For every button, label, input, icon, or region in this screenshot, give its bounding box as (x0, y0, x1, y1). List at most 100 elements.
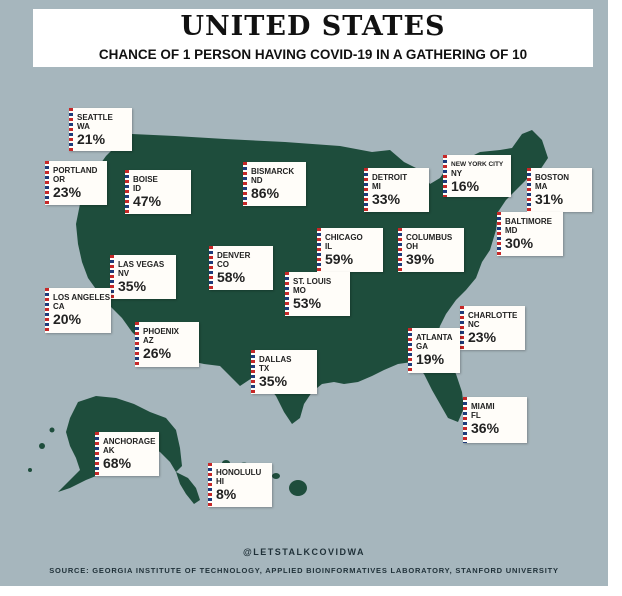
card-stripe (285, 272, 289, 316)
city-card-new-york-city: NEW YORK CITY NY 16% (443, 155, 511, 197)
card-stripe (251, 350, 255, 394)
city-name: CHARLOTTE (468, 311, 518, 320)
city-name: ANCHORAGE (103, 437, 156, 446)
city-card-phoenix: PHOENIX AZ 26% (135, 322, 199, 367)
city-card-anchorage: ANCHORAGE AK 68% (95, 432, 159, 476)
covid-chance-value: 35% (259, 373, 288, 389)
city-name: LAS VEGAS (118, 260, 165, 269)
source-note: SOURCE: GEORGIA INSTITUTE OF TECHNOLOGY,… (49, 566, 559, 575)
state-code: ID (133, 184, 141, 193)
covid-chance-value: 39% (406, 251, 435, 267)
state-code: NY (451, 169, 463, 178)
city-name: LOS ANGELES (53, 293, 111, 302)
city-card-portland: PORTLAND OR 23% (45, 161, 107, 205)
city-card-charlotte: CHARLOTTE NC 23% (460, 306, 525, 350)
alaska-island-shape (49, 427, 55, 433)
covid-chance-value: 23% (53, 184, 82, 200)
covid-chance-value: 30% (505, 235, 534, 251)
city-card-seattle: SEATTLE WA 21% (69, 108, 132, 151)
state-code: HI (216, 477, 224, 486)
city-name: SEATTLE (77, 113, 113, 122)
city-card-boise: BOISE ID 47% (125, 170, 191, 214)
city-card-las-vegas: LAS VEGAS NV 35% (110, 255, 176, 299)
card-stripe (527, 168, 531, 212)
card-stripe (45, 161, 49, 205)
card-stripe (443, 155, 447, 197)
covid-chance-value: 8% (216, 486, 237, 502)
city-name: PHOENIX (143, 327, 180, 336)
card-stripe (497, 212, 501, 256)
covid-chance-value: 31% (535, 191, 564, 207)
card-stripe (45, 288, 49, 333)
card-stripe (317, 228, 321, 272)
city-name: DENVER (217, 251, 251, 260)
covid-chance-value: 86% (251, 185, 280, 201)
state-code: MA (535, 182, 548, 191)
card-stripe (135, 322, 139, 367)
card-stripe (125, 170, 129, 214)
covid-chance-value: 36% (471, 420, 500, 436)
covid-chance-value: 59% (325, 251, 354, 267)
card-stripe (110, 255, 114, 299)
state-code: GA (416, 342, 428, 351)
state-code: OR (53, 175, 65, 184)
city-card-bismarck: BISMARCK ND 86% (243, 162, 306, 206)
city-card-los-angeles: LOS ANGELES CA 20% (45, 288, 111, 333)
city-card-baltimore: BALTIMORE MD 30% (497, 212, 563, 256)
city-name: PORTLAND (53, 166, 98, 175)
state-code: AZ (143, 336, 154, 345)
card-stripe (95, 432, 99, 476)
city-card-miami: MIAMI FL 36% (463, 397, 527, 443)
city-name: ATLANTA (416, 333, 453, 342)
map-canvas: UNITED STATES CHANCE OF 1 PERSON HAVING … (0, 0, 608, 586)
card-stripe (208, 463, 212, 507)
state-code: CO (217, 260, 229, 269)
hawaii-island-shape (272, 473, 280, 479)
covid-chance-value: 53% (293, 295, 322, 311)
covid-chance-value: 68% (103, 455, 132, 471)
city-name: HONOLULU (216, 468, 262, 477)
city-name: BALTIMORE (505, 217, 552, 226)
city-card-atlanta: ATLANTA GA 19% (408, 328, 460, 373)
city-name: BOISE (133, 175, 158, 184)
state-code: WA (77, 122, 90, 131)
city-name: MIAMI (471, 402, 495, 411)
city-card-detroit: DETROIT MI 33% (364, 168, 429, 212)
state-code: TX (259, 364, 270, 373)
alaska-island-shape (39, 443, 45, 449)
city-card-dallas: DALLAS TX 35% (251, 350, 317, 394)
covid-chance-value: 47% (133, 193, 162, 209)
state-code: NV (118, 269, 130, 278)
city-name: DETROIT (372, 173, 408, 182)
city-card-boston: BOSTON MA 31% (527, 168, 592, 212)
page-title: UNITED STATES (180, 11, 446, 42)
covid-chance-value: 20% (53, 311, 82, 327)
card-stripe (364, 168, 368, 212)
state-code: AK (103, 446, 115, 455)
state-code: FL (471, 411, 481, 420)
card-stripe (69, 108, 73, 151)
covid-chance-value: 19% (416, 351, 445, 367)
covid-chance-value: 35% (118, 278, 147, 294)
alaska-island-shape (28, 468, 32, 472)
covid-chance-value: 23% (468, 329, 497, 345)
card-stripe (243, 162, 247, 206)
state-code: MD (505, 226, 518, 235)
title-box: UNITED STATES CHANCE OF 1 PERSON HAVING … (33, 9, 593, 67)
card-stripe (408, 328, 412, 373)
card-stripe (460, 306, 464, 350)
covid-chance-value: 26% (143, 345, 172, 361)
city-name: BISMARCK (251, 167, 295, 176)
card-stripe (209, 246, 213, 290)
state-code: MO (293, 286, 306, 295)
card-stripe (463, 397, 467, 443)
hawaii-island-shape (289, 480, 307, 496)
alaska-panhandle-shape (176, 472, 200, 504)
state-code: OH (406, 242, 418, 251)
city-card-denver: DENVER CO 58% (209, 246, 273, 290)
page-subtitle: CHANCE OF 1 PERSON HAVING COVID-19 IN A … (98, 47, 528, 62)
state-code: CA (53, 302, 65, 311)
city-card-chicago: CHICAGO IL 59% (317, 228, 383, 272)
covid-chance-value: 21% (77, 131, 106, 147)
city-name: CHICAGO (325, 233, 363, 242)
